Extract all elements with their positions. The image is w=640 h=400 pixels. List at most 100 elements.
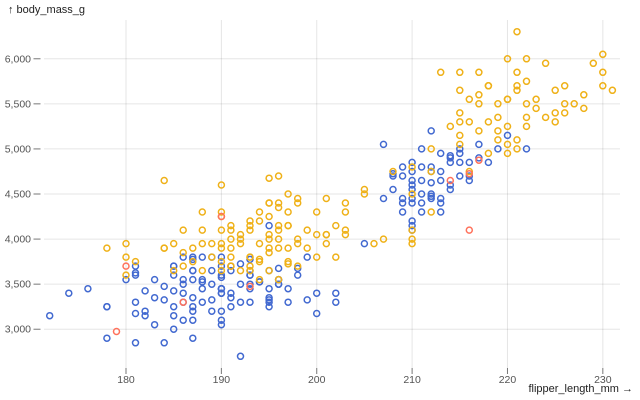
data-point-female <box>408 221 416 230</box>
data-point-female <box>131 262 140 270</box>
data-point-female <box>103 334 111 342</box>
data-point-male <box>522 100 531 108</box>
data-point-male <box>360 190 369 198</box>
data-point-female <box>436 176 445 185</box>
data-point-female <box>475 140 483 149</box>
data-point-male <box>265 230 273 239</box>
data-point-female <box>217 320 226 329</box>
data-point-male <box>284 208 292 216</box>
data-point-male <box>160 176 168 185</box>
data-point-female <box>408 185 416 194</box>
data-point-male <box>503 140 512 149</box>
data-point-female <box>408 181 416 189</box>
data-point-male <box>236 230 245 239</box>
data-point-male <box>332 221 340 230</box>
data-point-female <box>160 339 168 347</box>
data-point-female <box>436 149 445 158</box>
data-point-male <box>608 86 617 95</box>
data-point-female <box>189 253 197 261</box>
data-point-female <box>398 194 407 203</box>
data-point-male <box>293 194 302 203</box>
data-point-male <box>513 86 521 95</box>
data-point-female <box>217 284 226 293</box>
data-point-male <box>255 275 264 284</box>
data-point-male <box>131 257 140 266</box>
data-point-female <box>446 181 455 189</box>
data-point-male <box>541 59 550 68</box>
data-point-male <box>494 100 502 108</box>
data-point-male <box>484 149 493 158</box>
data-point-female <box>265 302 273 311</box>
data-point-female <box>446 158 455 167</box>
data-point-female <box>484 158 493 167</box>
data-point-male <box>484 82 493 90</box>
data-point-female <box>360 239 369 248</box>
y-tick-label: 3,000 <box>5 324 31 336</box>
data-point-male <box>436 68 445 77</box>
data-point-male <box>503 55 512 63</box>
data-point-male <box>217 266 226 275</box>
data-point-male <box>284 221 292 230</box>
data-point-female <box>417 199 426 207</box>
data-point-male <box>522 113 531 122</box>
data-point-unknown <box>217 212 226 221</box>
data-point-female <box>236 298 245 306</box>
data-point-male <box>475 100 483 108</box>
data-point-male <box>322 194 331 203</box>
data-point-male <box>265 174 273 182</box>
x-tick-label: 230 <box>594 374 612 386</box>
data-point-male <box>217 257 226 266</box>
data-point-female <box>274 280 283 288</box>
data-point-female <box>475 154 483 162</box>
data-point-male <box>494 113 502 122</box>
data-point-male <box>217 226 226 234</box>
data-point-female <box>265 284 273 293</box>
data-point-male <box>255 255 264 264</box>
data-point-female <box>408 167 416 176</box>
data-point-female <box>284 298 292 306</box>
data-point-female <box>332 289 340 297</box>
data-point-female <box>408 217 416 225</box>
data-point-male <box>599 82 607 90</box>
data-point-female <box>303 296 311 304</box>
data-point-female <box>246 298 254 306</box>
data-point-female <box>398 172 407 180</box>
data-point-female <box>408 176 416 185</box>
data-point-female <box>389 185 397 194</box>
data-point-female <box>141 287 149 295</box>
data-point-male <box>570 100 578 108</box>
data-point-female <box>408 199 416 207</box>
data-point-female <box>45 311 54 320</box>
data-point-male <box>246 262 254 270</box>
data-point-male <box>122 239 130 248</box>
data-point-male <box>198 226 207 234</box>
data-point-female <box>131 271 140 279</box>
data-point-female <box>150 275 159 284</box>
data-point-male <box>494 127 502 135</box>
data-point-female <box>189 316 197 324</box>
data-point-female <box>189 275 197 284</box>
data-point-female <box>169 271 178 279</box>
data-point-male <box>370 239 378 248</box>
data-point-female <box>284 284 292 293</box>
data-point-male <box>408 190 416 198</box>
data-point-male <box>274 244 283 252</box>
data-point-male <box>341 208 350 216</box>
data-point-female <box>417 208 426 216</box>
data-point-female <box>465 176 474 185</box>
data-point-female <box>389 172 397 180</box>
data-point-male <box>513 27 521 36</box>
data-point-female <box>417 163 426 171</box>
data-point-male <box>179 226 187 234</box>
data-point-female <box>131 309 140 318</box>
y-tick-label: 5,500 <box>5 98 31 110</box>
data-point-female <box>227 266 235 275</box>
data-point-female <box>227 302 235 311</box>
data-point-male <box>246 266 254 275</box>
data-point-male <box>560 100 569 108</box>
data-point-male <box>513 136 521 144</box>
data-point-female <box>503 131 512 140</box>
data-point-male <box>274 221 283 230</box>
data-point-male <box>189 244 197 252</box>
